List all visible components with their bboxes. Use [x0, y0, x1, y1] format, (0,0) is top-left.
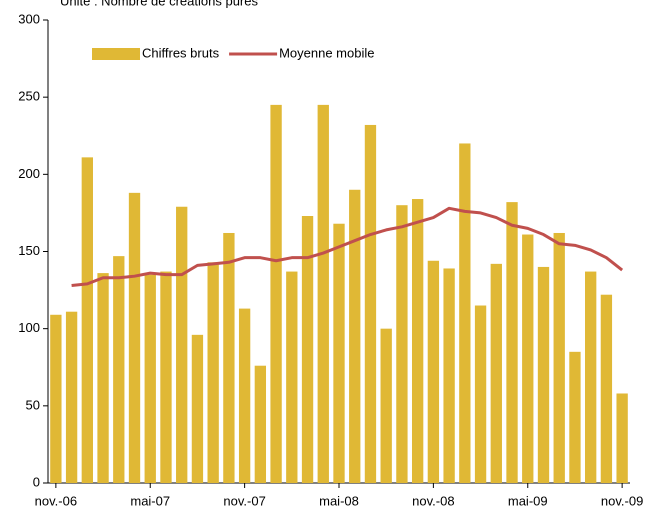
y-tick-label: 0	[33, 474, 40, 489]
bar	[176, 206, 188, 483]
bar	[317, 104, 329, 483]
x-tick-label: mai-09	[508, 493, 548, 508]
bar	[537, 266, 550, 483]
x-tick-label: mai-07	[130, 493, 170, 508]
legend-swatch	[92, 48, 140, 60]
y-tick-label: 150	[18, 243, 40, 258]
y-tick-label: 200	[18, 166, 40, 181]
bar	[113, 256, 125, 483]
bar	[411, 199, 424, 483]
bar	[585, 271, 597, 483]
bar	[286, 271, 298, 483]
bar	[128, 192, 141, 483]
bar	[270, 104, 282, 483]
bar	[349, 189, 361, 483]
bar	[333, 223, 345, 483]
bar	[238, 308, 251, 483]
bar	[506, 202, 518, 483]
y-tick-label: 250	[18, 89, 40, 104]
bar	[427, 260, 440, 483]
x-tick-label: nov.-07	[223, 493, 265, 508]
bar	[490, 263, 502, 483]
bar	[616, 393, 628, 483]
bar	[600, 294, 613, 483]
legend-label: Chiffres bruts	[142, 45, 220, 60]
bar	[459, 143, 471, 483]
bar	[50, 314, 62, 483]
line	[71, 206, 624, 287]
bar	[81, 157, 93, 483]
bar	[443, 268, 455, 483]
bar	[207, 262, 219, 483]
y-tick-label: 50	[26, 397, 40, 412]
bar	[380, 328, 392, 483]
bar	[522, 234, 534, 483]
bar	[553, 232, 565, 483]
y-tick-label: 300	[18, 11, 40, 26]
x-tick-label: mai-08	[319, 493, 359, 508]
bar	[474, 305, 487, 483]
chart-subtitle: Unité : Nombre de créations pures	[60, 0, 258, 8]
bar	[301, 216, 314, 483]
bar	[144, 274, 156, 483]
x-tick-label: nov.-06	[35, 493, 77, 508]
y-tick-label: 100	[18, 320, 40, 335]
bar	[223, 232, 235, 483]
bar	[191, 334, 204, 483]
bar	[254, 365, 267, 483]
bar	[364, 124, 377, 484]
x-tick-label: nov.-08	[412, 493, 454, 508]
x-tick-label: nov.-09	[601, 493, 643, 508]
bar	[65, 311, 78, 483]
legend-label: Moyenne mobile	[279, 45, 374, 60]
bar	[396, 205, 408, 483]
bar	[160, 271, 172, 483]
bar	[569, 351, 581, 483]
bar	[97, 273, 109, 483]
